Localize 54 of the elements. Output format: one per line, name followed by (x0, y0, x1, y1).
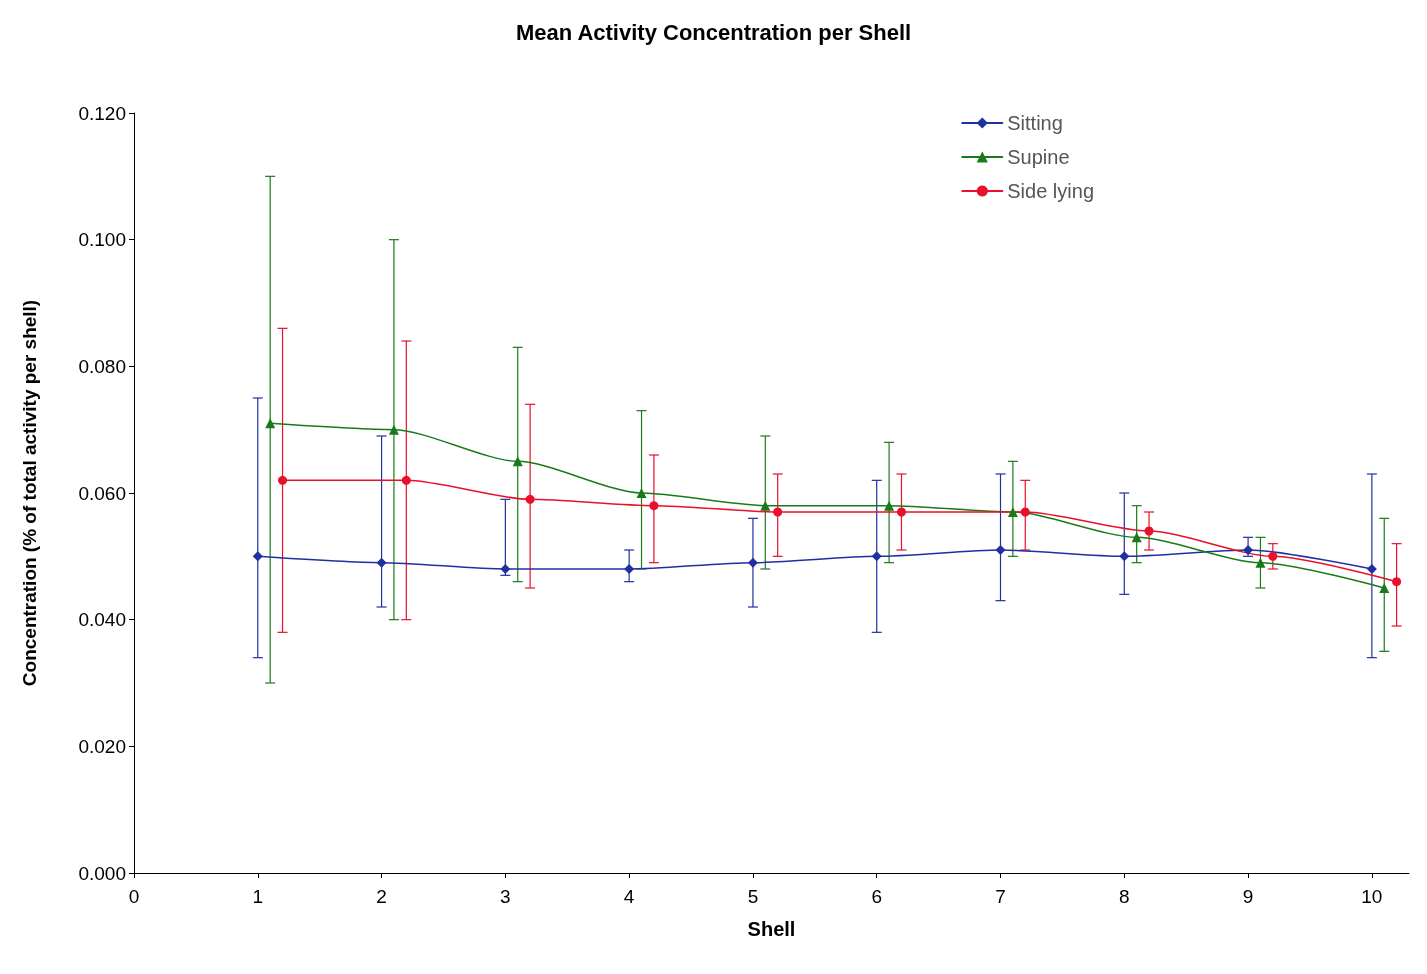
point (773, 507, 783, 517)
point (500, 564, 511, 574)
point (401, 475, 411, 485)
point (1366, 564, 1377, 574)
point (624, 564, 635, 574)
point (871, 551, 882, 562)
x-tick-label: 5 (747, 886, 759, 907)
point (760, 500, 771, 511)
point (376, 557, 387, 568)
point (636, 488, 647, 498)
x-tick-label: 3 (500, 886, 511, 907)
point (1144, 526, 1154, 536)
x-tick-label: 9 (1242, 886, 1254, 907)
y-tick-label: 0.000 (78, 862, 126, 884)
y-tick-label: 0.100 (78, 229, 126, 251)
point (884, 500, 895, 511)
point (278, 475, 288, 485)
point (1020, 507, 1030, 517)
point (1255, 557, 1266, 568)
legend-label: Side lying (1007, 180, 1094, 202)
x-axis-title: Shell (747, 918, 796, 940)
point (1119, 551, 1130, 562)
point (747, 557, 758, 568)
point (1268, 551, 1278, 561)
point (1379, 583, 1390, 593)
x-tick-label: 10 (1361, 886, 1383, 907)
point (1131, 532, 1142, 543)
y-tick-label: 0.040 (78, 609, 126, 631)
point (649, 501, 659, 511)
point (1243, 545, 1254, 555)
point (525, 494, 535, 504)
point (388, 424, 399, 435)
x-tick-label: 7 (995, 886, 1006, 907)
y-tick-label: 0.080 (78, 355, 126, 377)
point (1392, 577, 1402, 587)
point (252, 551, 263, 562)
chart-title: Mean Activity Concentration per Shell (515, 19, 912, 45)
point (995, 545, 1006, 555)
legend-label: Supine (1007, 146, 1070, 168)
x-tick-label: 2 (376, 886, 387, 907)
x-tick-label: 8 (1119, 886, 1130, 907)
y-tick-label: 0.020 (78, 735, 126, 757)
x-tick-label: 4 (623, 886, 635, 907)
legend-label: Sitting (1007, 112, 1063, 134)
x-tick-label: 6 (871, 886, 883, 907)
point (1007, 507, 1018, 517)
point (512, 456, 523, 467)
point (265, 418, 276, 429)
x-tick-label: 0 (128, 886, 140, 907)
y-tick-label: 0.120 (78, 102, 126, 124)
point (896, 507, 906, 517)
y-tick-label: 0.060 (78, 482, 126, 504)
y-axis-title: Concentration (% of total activity per shell) (19, 299, 40, 687)
x-tick-label: 1 (252, 886, 264, 907)
